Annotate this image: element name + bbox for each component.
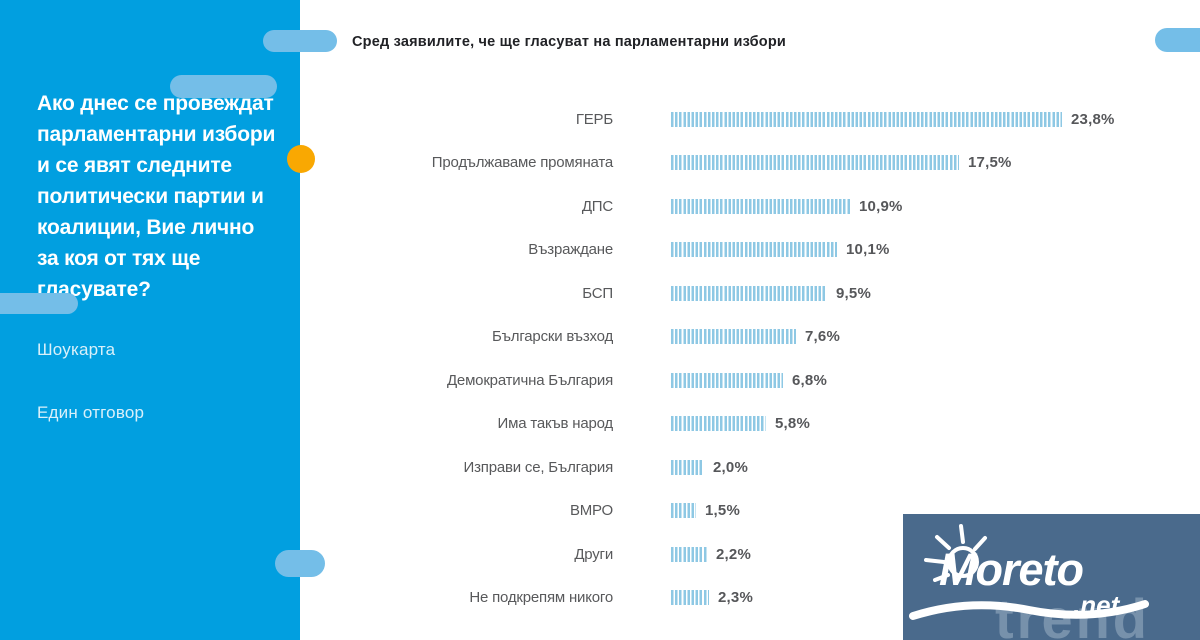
party-bar <box>671 590 709 605</box>
chart-title: Сред заявилите, че ще гласуват на парлам… <box>352 34 787 50</box>
chart-row: ВМРО 1,5% <box>352 501 740 521</box>
party-bar <box>671 155 959 170</box>
wave-icon <box>909 600 1149 620</box>
chart-row: Изправи се, България 2,0% <box>352 457 748 477</box>
chart-row: Други 2,2% <box>352 544 751 564</box>
accent-dot <box>287 145 315 173</box>
party-label: ДПС <box>581 197 613 215</box>
chart-row: ГЕРБ 23,8% <box>352 109 1115 129</box>
decorative-pill-1 <box>263 30 337 52</box>
moreto-text: Moreto <box>939 544 1084 595</box>
decorative-pill-5 <box>1155 28 1200 52</box>
moreto-logo: trend Moreto .net <box>903 514 1200 640</box>
party-label: Други <box>574 545 613 563</box>
survey-question: Ако днес се провеждат парламентарни избо… <box>37 92 276 301</box>
party-value: 2,3% <box>718 589 753 606</box>
party-bar <box>671 329 796 344</box>
chart-row: ДПС 10,9% <box>352 196 903 216</box>
party-label: Не подкрепям никого <box>469 589 613 606</box>
party-label: ВМРО <box>569 502 613 519</box>
party-bar <box>671 285 827 301</box>
decorative-pill-3 <box>0 293 78 314</box>
party-bar <box>671 503 696 518</box>
chart-row: Възраждане 10,1% <box>352 240 890 260</box>
party-value: 2,0% <box>713 458 748 476</box>
party-label: Продължаваме промяната <box>431 154 613 171</box>
party-bar <box>671 372 783 388</box>
party-value: 10,9% <box>859 197 903 215</box>
chart-row: Български възход 7,6% <box>352 327 840 347</box>
chart-row: Демократична България 6,8% <box>352 370 827 390</box>
party-label: БСП <box>582 284 613 302</box>
chart-row: Не подкрепям никого 2,3% <box>352 588 753 608</box>
party-value: 1,5% <box>705 502 740 519</box>
decorative-pill-2 <box>170 75 277 98</box>
party-label: Възраждане <box>528 241 613 258</box>
chart-row: БСП 9,5% <box>352 283 871 303</box>
party-label: Има такъв народ <box>497 415 614 432</box>
party-value: 23,8% <box>1071 110 1115 128</box>
party-bar <box>671 546 707 562</box>
party-bar <box>671 416 766 431</box>
party-value: 10,1% <box>846 241 890 258</box>
party-label: Изправи се, България <box>463 458 614 476</box>
party-value: 2,2% <box>716 545 751 563</box>
party-bar <box>671 242 837 257</box>
showcard-label: Шоукарта <box>37 340 116 359</box>
party-label: Демократична България <box>446 371 613 389</box>
party-value: 9,5% <box>836 284 871 302</box>
answer-mode-label: Един отговор <box>37 403 145 422</box>
sun-icon <box>924 524 987 582</box>
party-bar <box>671 111 1062 127</box>
decorative-pill-4 <box>275 550 325 577</box>
party-value: 7,6% <box>805 328 840 345</box>
party-label: ГЕРБ <box>575 110 613 128</box>
party-label: Български възход <box>491 328 613 345</box>
party-value: 17,5% <box>968 154 1012 171</box>
party-bar <box>671 198 850 214</box>
party-value: 5,8% <box>775 415 810 432</box>
party-value: 6,8% <box>792 371 827 389</box>
chart-row: Има такъв народ 5,8% <box>352 414 810 434</box>
chart-row: Продължаваме промяната 17,5% <box>352 153 1012 173</box>
party-bar <box>671 459 704 475</box>
sidebar: Ако днес се провеждат парламентарни избо… <box>0 0 300 640</box>
net-text: .net <box>1073 590 1120 620</box>
